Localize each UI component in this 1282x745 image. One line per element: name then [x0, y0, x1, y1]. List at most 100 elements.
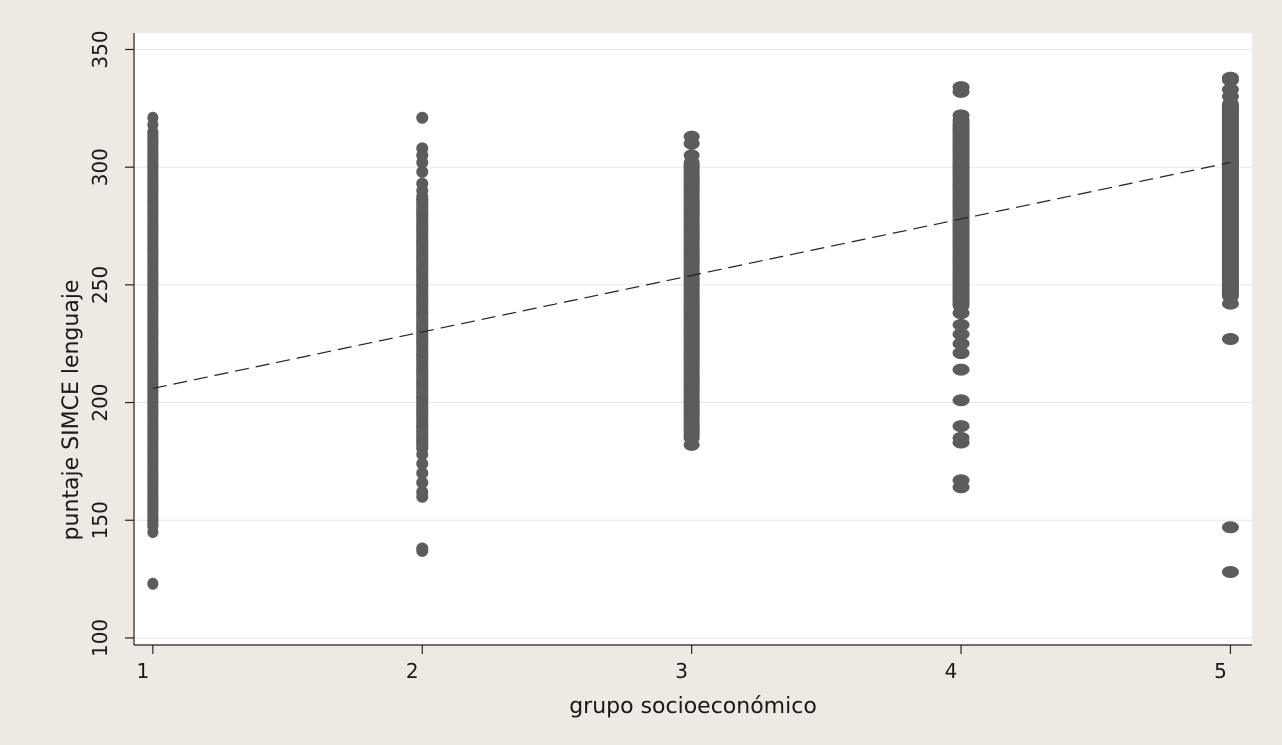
data-point-g1-21	[147, 302, 159, 315]
data-point-g2-14	[416, 349, 429, 362]
data-point-g2-13	[416, 363, 429, 376]
data-point-g2-3	[416, 486, 429, 498]
data-point-g1-12	[147, 408, 159, 421]
data-point-g5-1	[1221, 521, 1239, 534]
data-point-g3-14	[683, 278, 700, 291]
data-point-g3-23	[683, 172, 700, 185]
data-point-g4-6	[952, 363, 970, 376]
data-point-g3-7	[683, 361, 700, 374]
data-point-g1-38	[147, 111, 159, 124]
data-point-g2-11	[416, 391, 429, 404]
data-point-g3-2	[683, 420, 700, 433]
data-point-g5-12	[1221, 175, 1239, 188]
data-point-g1-35	[147, 137, 159, 150]
data-point-g1-17	[147, 349, 159, 362]
data-point-g2-12	[416, 377, 429, 390]
data-point-g3-5	[683, 384, 700, 397]
data-point-g3-20	[683, 208, 700, 221]
data-point-g5-21	[1221, 71, 1239, 84]
data-point-g2-10	[416, 405, 429, 418]
data-point-g5-10	[1221, 203, 1239, 216]
data-point-g1-0	[147, 577, 159, 590]
data-point-g2-19	[416, 278, 429, 291]
data-point-g2-6	[416, 457, 429, 470]
data-point-g4-14	[952, 255, 970, 268]
data-point-g1-16	[147, 361, 159, 374]
x-tick-label-3: 3	[675, 659, 688, 683]
data-point-g2-27	[416, 177, 429, 190]
data-point-g3-1	[683, 431, 700, 444]
x-tick-label-4: 4	[945, 659, 958, 683]
data-point-g4-17	[952, 198, 970, 211]
y-tick-label-100: 100	[88, 619, 112, 657]
data-point-g1-13	[147, 396, 159, 409]
data-point-g3-9	[683, 337, 700, 350]
data-point-g3-22	[683, 184, 700, 197]
data-point-g4-16	[952, 217, 970, 230]
data-point-g5-14	[1221, 147, 1239, 160]
data-point-g2-20	[416, 264, 429, 277]
data-point-g1-9	[147, 443, 159, 456]
data-point-g2-4	[416, 476, 429, 489]
data-point-g4-5	[952, 394, 970, 407]
data-point-g4-19	[952, 161, 970, 174]
data-point-g4-20	[952, 142, 970, 155]
data-point-g1-11	[147, 420, 159, 433]
data-point-g2-15	[416, 335, 429, 348]
trend-line-segment	[152, 161, 1231, 390]
data-point-g4-12	[952, 290, 970, 303]
data-point-g1-5	[147, 490, 159, 503]
data-point-g4-11	[952, 307, 970, 320]
data-point-g5-13	[1221, 161, 1239, 174]
data-point-g3-19	[683, 220, 700, 233]
data-point-g2-17	[416, 307, 429, 320]
data-point-g2-32	[416, 111, 429, 124]
y-tick-label-150: 150	[88, 501, 112, 539]
trend-line	[152, 161, 1231, 390]
data-point-g2-24	[416, 208, 429, 221]
data-point-g3-8	[683, 349, 700, 362]
data-point-g3-25	[683, 149, 700, 162]
data-point-g2-8	[416, 434, 429, 447]
data-point-g4-8	[952, 337, 970, 350]
data-point-g3-27	[683, 130, 700, 143]
data-point-g5-5	[1221, 274, 1239, 287]
data-point-g3-3	[683, 408, 700, 421]
data-point-g1-30	[147, 196, 159, 209]
data-point-g4-10	[952, 318, 970, 331]
data-point-g4-3	[952, 431, 970, 444]
x-tick-label-5: 5	[1214, 659, 1227, 683]
data-point-g4-4	[952, 420, 970, 433]
data-point-g5-4	[1221, 288, 1239, 301]
data-point-g3-13	[683, 290, 700, 303]
data-point-g1-14	[147, 384, 159, 397]
data-point-g5-6	[1221, 260, 1239, 273]
data-point-g1-34	[147, 149, 159, 162]
data-point-g1-31	[147, 184, 159, 197]
data-point-g2-21	[416, 250, 429, 263]
data-point-g5-17	[1221, 104, 1239, 117]
data-point-g5-15	[1221, 132, 1239, 145]
y-tick-label-250: 250	[88, 266, 112, 304]
data-point-g2-1	[416, 542, 429, 555]
data-point-g3-15	[683, 267, 700, 280]
data-point-g4-7	[952, 347, 970, 360]
data-point-g1-4	[147, 502, 159, 515]
data-point-g1-33	[147, 161, 159, 174]
data-point-g5-3	[1221, 297, 1239, 310]
data-point-g4-25	[952, 81, 970, 94]
data-point-g3-11	[683, 314, 700, 327]
data-point-g4-9	[952, 328, 970, 341]
data-point-g5-0	[1221, 566, 1239, 579]
data-point-g1-10	[147, 431, 159, 444]
data-point-g1-15	[147, 373, 159, 386]
data-point-g1-28	[147, 220, 159, 233]
data-point-g2-25	[416, 194, 429, 207]
data-point-g1-26	[147, 243, 159, 256]
x-tick-label-1: 1	[136, 659, 149, 683]
data-point-g1-3	[147, 514, 159, 527]
y-tick-label-300: 300	[88, 148, 112, 186]
data-point-g1-22	[147, 290, 159, 303]
data-point-g4-21	[952, 123, 970, 136]
